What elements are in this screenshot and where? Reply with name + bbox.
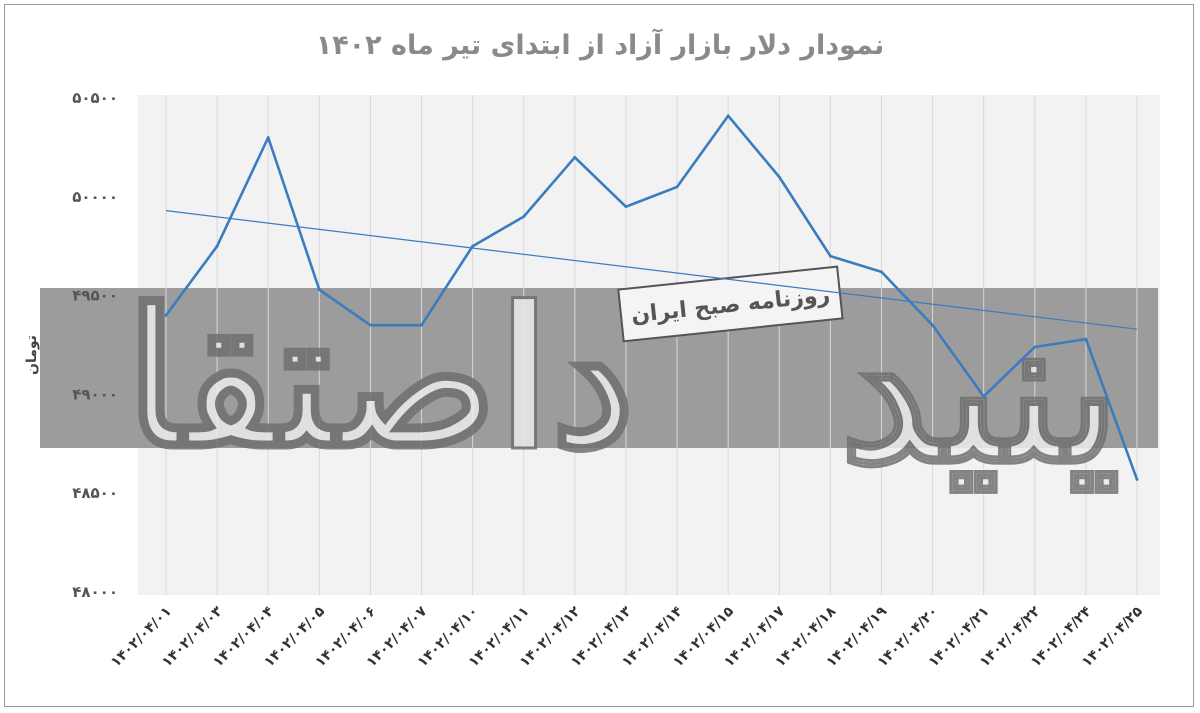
chart-title: نمودار دلار بازار آزاد از ابتدای تیر ماه… — [315, 30, 885, 61]
data-point — [828, 254, 832, 258]
svg-text:داصتقا: داصتقا — [125, 267, 635, 490]
watermark-logo: داصتقا ینید روزنامه صبح ایران — [123, 265, 1122, 510]
series-line — [164, 114, 1139, 481]
data-point — [164, 313, 168, 317]
x-axis: ۱۴۰۲/۰۴/۰۱۱۴۰۲/۰۴/۰۳۱۴۰۲/۰۴/۰۴۱۴۰۲/۰۴/۰۵… — [108, 603, 1146, 670]
data-point — [573, 155, 577, 159]
data-point — [1084, 337, 1088, 341]
data-point — [215, 244, 219, 248]
y-tick-label: ۴۸۵۰۰ — [72, 484, 118, 502]
stamp: روزنامه صبح ایران — [617, 265, 844, 343]
y-axis-label: تومان — [24, 335, 40, 375]
data-point — [1135, 477, 1139, 481]
data-point — [420, 323, 423, 327]
y-tick-label: ۵۰۵۰۰ — [72, 89, 118, 107]
data-point — [1033, 345, 1037, 349]
data-point — [880, 270, 883, 274]
data-point — [317, 288, 321, 292]
watermark-band — [40, 288, 1158, 448]
data-point — [266, 136, 270, 139]
data-point — [777, 175, 781, 179]
data-point — [522, 215, 526, 218]
y-tick-label: ۴۹۰۰۰ — [72, 385, 118, 403]
grid — [165, 95, 1138, 595]
data-point — [675, 185, 679, 189]
y-tick-label: ۴۹۵۰۰ — [72, 287, 118, 305]
series — [164, 114, 1139, 481]
data-point — [369, 323, 372, 327]
trendline — [165, 210, 1138, 330]
data-point — [982, 394, 986, 398]
data-point — [726, 114, 730, 118]
y-tick-label: ۴۸۰۰۰ — [72, 583, 118, 601]
data-point — [471, 244, 475, 248]
data-point — [624, 205, 628, 209]
y-axis: ۴۸۰۰۰ ۴۸۵۰۰ ۴۹۰۰۰ ۴۹۵۰۰ ۵۰۰۰۰ ۵۰۵۰۰ — [72, 89, 118, 601]
y-tick-label: ۵۰۰۰۰ — [72, 188, 118, 206]
data-point — [931, 323, 934, 327]
